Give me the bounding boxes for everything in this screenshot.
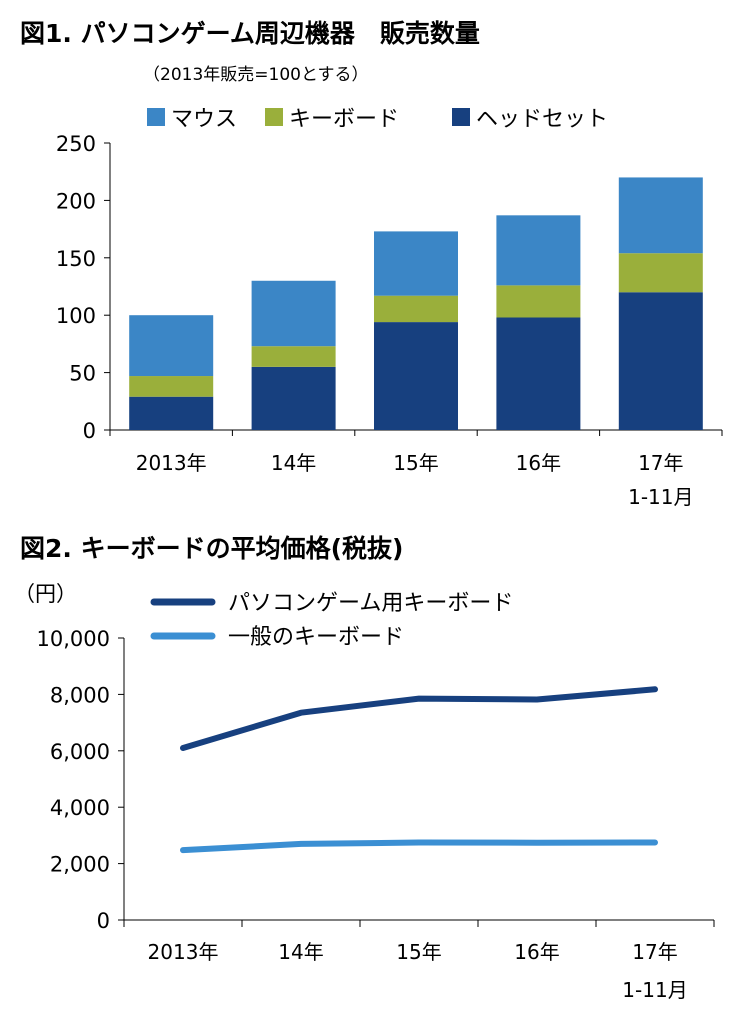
fig2-plot: 0 2,000 4,000 6,000 8,000 10,000 2013年 14年 15年 16…	[37, 591, 715, 1002]
fig2-y-tick-label: 0	[97, 909, 110, 933]
fig1-legend-label: マウス	[171, 107, 237, 132]
fig1-y-tick-label: 100	[56, 304, 96, 328]
fig1-legend-swatch	[147, 108, 165, 126]
fig2-x-tick-label: 17年	[632, 940, 677, 964]
fig1-x-tick-label: 17年	[638, 451, 683, 475]
fig1-legend-label: ヘッドセット	[476, 107, 608, 132]
fig1-y-tick-label: 200	[56, 189, 96, 213]
fig1-bar-headset	[374, 322, 458, 430]
fig1-title: 図1. パソコンゲーム周辺機器 販売数量	[20, 19, 480, 48]
fig1-plot: 0 50 100 150 200 250 2013年 14年 15年 16年 17年 1-11月 マウス…	[56, 107, 723, 509]
fig1-y-tick-label: 150	[56, 247, 96, 271]
fig1-bar-mouse	[251, 280, 336, 347]
fig1-legend-swatch	[265, 108, 283, 126]
fig1-bar-headset	[618, 292, 703, 430]
fig1-bar-headset	[496, 317, 581, 430]
fig1-y-tick-label: 0	[83, 419, 96, 443]
fig2-y-tick-label: 4,000	[50, 796, 110, 820]
fig1-bar-keyboard	[251, 346, 336, 367]
fig1-bar-mouse	[374, 231, 458, 296]
fig1-subtitle: （2013年販売=100とする）	[143, 65, 368, 85]
fig1-x-tick-label: 1-11月	[628, 485, 693, 509]
fig1-y-tick-label: 250	[56, 132, 96, 156]
fig1-y-tick-label: 50	[69, 362, 96, 386]
fig2-x-tick-label: 14年	[278, 940, 323, 964]
fig1-bar-mouse	[496, 215, 581, 286]
fig2-title: 図2. キーボードの平均価格(税抜)	[20, 534, 403, 563]
fig1-x-tick-label: 14年	[271, 451, 316, 475]
fig2-y-tick-label: 10,000	[37, 627, 110, 651]
fig1-bar-keyboard	[129, 376, 214, 397]
fig2-legend-label: パソコンゲーム用キーボード	[228, 591, 513, 616]
fig2-x-tick-label: 15年	[396, 940, 441, 964]
fig1-bar-mouse	[129, 315, 214, 377]
fig2-y-tick-label: 6,000	[50, 740, 110, 764]
fig1-x-tick-label: 15年	[393, 451, 438, 475]
fig2-line-gaming-keyboard	[180, 686, 658, 751]
fig1-bar-headset	[251, 366, 336, 430]
fig1-bar-keyboard	[496, 285, 581, 318]
fig1-bar-keyboard	[618, 253, 703, 293]
fig2-x-tick-label: 16年	[514, 940, 559, 964]
fig1-bar-headset	[129, 396, 214, 430]
fig2-y-unit-label: （円）	[14, 582, 77, 606]
fig2-legend-label: 一般のキーボード	[228, 625, 404, 650]
fig1-legend-swatch	[452, 108, 470, 126]
fig1-bar-mouse	[618, 177, 703, 254]
fig2-x-tick-label: 2013年	[148, 940, 219, 964]
fig2-y-tick-label: 2,000	[50, 853, 110, 877]
fig1-bar-keyboard	[374, 295, 458, 323]
fig1-x-tick-label: 2013年	[136, 451, 207, 475]
fig2-y-tick-label: 8,000	[50, 683, 110, 707]
fig2-line-general-keyboard	[180, 839, 658, 854]
fig2-x-tick-label: 1-11月	[622, 978, 687, 1002]
fig1-legend-label: キーボード	[289, 107, 399, 132]
fig1-x-tick-label: 16年	[516, 451, 561, 475]
